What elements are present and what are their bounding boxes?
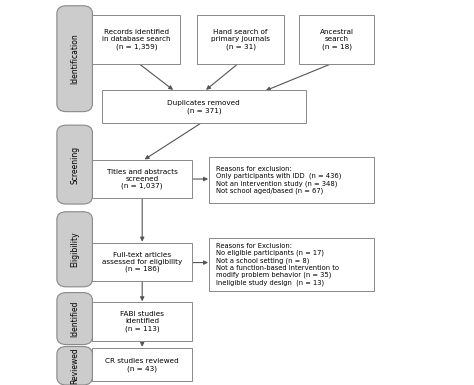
Text: Reasons for Exclusion:
No eligible participants (n = 17)
Not a school setting (n: Reasons for Exclusion: No eligible parti…: [216, 243, 338, 286]
FancyBboxPatch shape: [57, 212, 92, 287]
FancyBboxPatch shape: [57, 6, 92, 112]
FancyBboxPatch shape: [57, 346, 92, 385]
Text: Reasons for exclusion:
Only participants with IDD  (n = 436)
Not an intervention: Reasons for exclusion: Only participants…: [216, 166, 341, 194]
FancyBboxPatch shape: [92, 160, 192, 198]
FancyBboxPatch shape: [92, 243, 192, 281]
FancyBboxPatch shape: [197, 15, 284, 64]
FancyBboxPatch shape: [102, 90, 306, 123]
Text: Eligibility: Eligibility: [70, 231, 79, 267]
Text: Hand search of
primary journals
(n = 31): Hand search of primary journals (n = 31): [211, 29, 270, 50]
FancyBboxPatch shape: [57, 125, 92, 204]
FancyBboxPatch shape: [92, 302, 192, 341]
FancyBboxPatch shape: [209, 238, 374, 291]
Text: Records identified
in database search
(n = 1,359): Records identified in database search (n…: [102, 29, 171, 50]
FancyBboxPatch shape: [92, 348, 192, 381]
Text: CR studies reviewed
(n = 43): CR studies reviewed (n = 43): [105, 358, 179, 372]
Text: Duplicates removed
(n = 371): Duplicates removed (n = 371): [167, 100, 240, 114]
Text: FABI studies
identified
(n = 113): FABI studies identified (n = 113): [120, 311, 164, 332]
Text: Titles and abstracts
screened
(n = 1,037): Titles and abstracts screened (n = 1,037…: [107, 169, 178, 189]
FancyBboxPatch shape: [57, 293, 92, 345]
Text: Identification: Identification: [70, 33, 79, 84]
FancyBboxPatch shape: [92, 15, 180, 64]
FancyBboxPatch shape: [299, 15, 374, 64]
FancyBboxPatch shape: [209, 157, 374, 203]
Text: Full-text articles
assessed for eligibility
(n = 186): Full-text articles assessed for eligibil…: [102, 251, 182, 272]
Text: Reviewed: Reviewed: [70, 347, 79, 384]
Text: Ancestral
search
(n = 18): Ancestral search (n = 18): [319, 29, 354, 50]
Text: Identified: Identified: [70, 300, 79, 337]
Text: Screening: Screening: [70, 146, 79, 184]
